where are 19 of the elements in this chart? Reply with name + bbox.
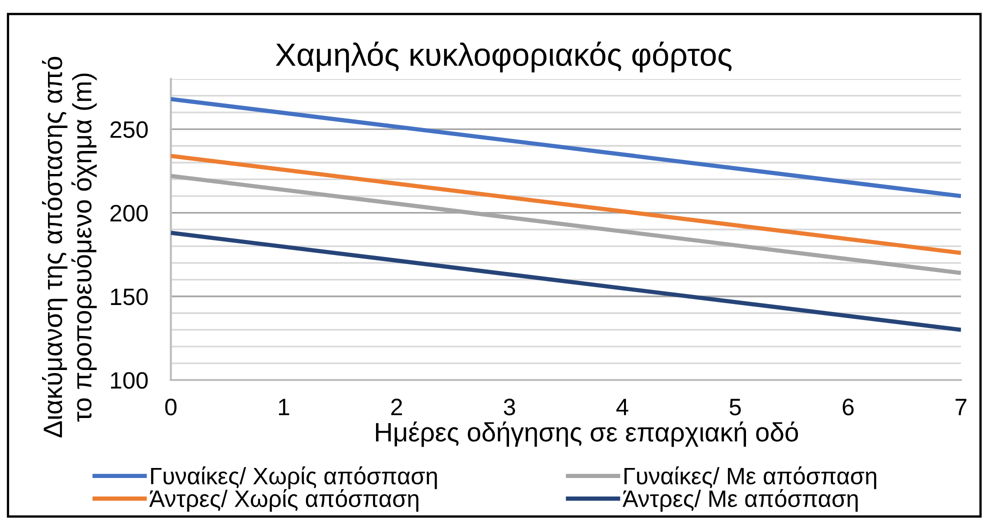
x-tick-label: 1 xyxy=(278,398,290,416)
y-tick-label: 100 xyxy=(111,372,148,389)
legend-label: Γυναίκες/ Χωρίς απόσπαση xyxy=(151,466,437,490)
legend-label: Γυναίκες/ Με απόσπαση xyxy=(624,466,876,490)
x-tick-label: 0 xyxy=(165,398,177,416)
legend-label: Άντρες/ Με απόσπαση xyxy=(622,489,858,512)
y-axis-title: Διακύμανση της απόστασης από το προπορευόμενο όχημα (m) xyxy=(42,56,97,438)
x-axis-title: Ημέρες οδήγησης σε επαρχιακή οδό xyxy=(376,421,798,447)
x-tick-label: 5 xyxy=(730,398,741,416)
y-tick-label: 250 xyxy=(110,121,148,138)
x-tick-label: 2 xyxy=(391,398,402,416)
legend-label: Άντρες/ Χωρίς απόσπαση xyxy=(149,489,418,512)
x-tick-label: 7 xyxy=(956,398,966,416)
x-tick-label: 6 xyxy=(842,398,854,416)
chart-title: Χαμηλός κυκλοφοριακός φόρτος xyxy=(276,42,732,72)
x-tick-label: 3 xyxy=(504,398,516,416)
y-tick-label: 150 xyxy=(111,288,148,306)
y-tick-label: 200 xyxy=(110,204,148,222)
x-tick-label: 4 xyxy=(616,398,628,416)
